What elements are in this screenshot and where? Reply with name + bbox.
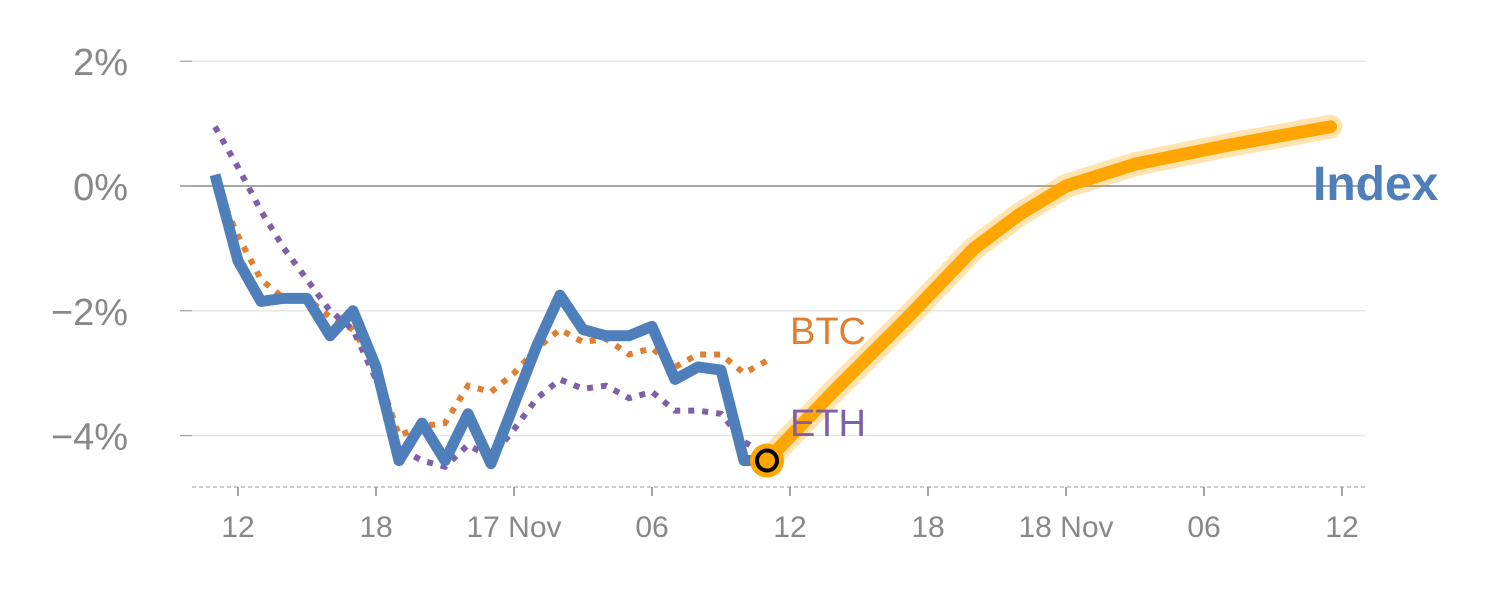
x-tick-label: 12 [221,511,254,544]
x-tick-label: 18 [359,511,392,544]
marker-ring [755,448,779,473]
x-axis: 12 18 17 Nov 06 12 18 18 Nov 06 12 [192,486,1365,544]
marker-outer [750,443,784,478]
series-line-index [209,173,767,470]
x-tick-label: 12 [773,511,806,544]
x-tick-label: 17 Nov [466,511,561,544]
series-label-eth: ETH [790,403,866,445]
series-lines [209,114,1343,473]
x-tick-label: 18 Nov [1018,511,1113,544]
x-tick-label: 12 [1325,511,1358,544]
y-axis: 2% 0% −2% −4% [51,42,192,459]
x-tick-label: 06 [1187,511,1220,544]
series-label-index: Index [1313,158,1439,211]
series-line-index-forecast [760,120,1337,468]
y-tick-label: 0% [73,167,128,209]
y-tick-label: 2% [73,42,128,84]
y-tick-label: −2% [51,292,128,334]
series-line-btc [212,181,769,440]
x-tick-label: 18 [911,511,944,544]
x-tick-label: 06 [635,511,668,544]
series-line-eth [212,125,769,471]
gridlines [180,60,1365,437]
series-label-btc: BTC [790,311,866,353]
y-tick-label: −4% [51,417,128,459]
current-point-marker [750,443,784,478]
